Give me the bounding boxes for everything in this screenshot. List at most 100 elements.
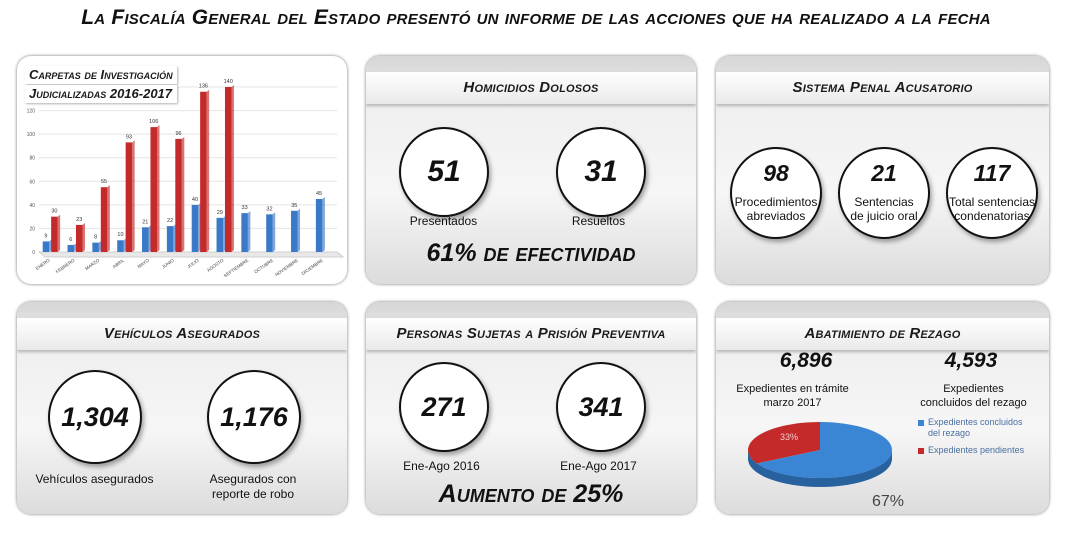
vehiculos-asegurados-label: Vehículos asegurados	[35, 472, 154, 486]
bar-series1-6-side	[198, 202, 201, 252]
bar-series2-7-front	[224, 87, 232, 252]
pie-label-pendientes: 33%	[780, 432, 798, 442]
bar-series1-8-front	[241, 213, 248, 252]
pie-side-concluidos	[748, 450, 892, 487]
bar-series1-10	[291, 208, 301, 252]
y-tick-label: 120	[27, 109, 36, 115]
page-headline: La Fiscalía General del Estado presentó …	[81, 6, 991, 29]
bar-series1-4-side	[148, 225, 152, 252]
bar-series1-4-top	[142, 225, 152, 228]
bar-series1-5-top	[166, 224, 176, 227]
data-label: 9	[44, 233, 47, 239]
legend-concluidos: Expedientes concluidos del rezago	[918, 417, 1033, 439]
bar-series2-4-front	[150, 127, 157, 252]
sistema-title: Sistema Penal Acusatorio	[716, 72, 1049, 104]
vehiculos-robo-value: 1,176	[220, 402, 288, 432]
data-label: 30	[51, 209, 57, 215]
bar-series1-11	[315, 196, 325, 252]
data-label: 35	[291, 203, 297, 209]
bar-series2-5-side	[181, 136, 185, 252]
bar-series2-2-top	[100, 185, 110, 188]
bar-series2-1-front	[75, 224, 83, 252]
total-sentencias-label: Total sentencias condenatorias	[948, 195, 1036, 223]
bar-series1-6-front	[191, 204, 199, 252]
bar-series1-6-top	[191, 202, 201, 205]
bar-series1-8-side	[247, 211, 251, 252]
x-tick-label: OCTUBRE	[253, 258, 274, 275]
data-label: 140	[224, 79, 233, 85]
bar-series1-0-top	[42, 239, 52, 242]
chart-card: 0 20 40 60 80 100 120 140 9 30 ENERO 6 23 FEBRERO 8 55 M…	[17, 56, 347, 284]
bar-series1-3	[117, 238, 127, 252]
bar-series1-9-front	[266, 214, 273, 252]
y-tick-label: 100	[27, 132, 36, 138]
bar-series1-0	[42, 239, 52, 252]
bar-series1-9-side	[272, 212, 276, 252]
pie-slice-pendientes	[748, 422, 820, 464]
data-label: 22	[167, 218, 173, 224]
bar-series2-3-front	[125, 142, 133, 252]
efectividad-text: 61% de efectividad	[426, 239, 636, 267]
x-tick-label: JUNIO	[161, 257, 175, 269]
bar-series2-7-top	[224, 85, 234, 87]
bar-series1-5-front	[166, 226, 174, 252]
vehiculos-card: Vehículos Asegurados 1,304 Vehículos ase…	[17, 302, 347, 514]
bar-series1-7-side	[223, 215, 226, 252]
vehiculos-title: Vehículos Asegurados	[17, 318, 347, 350]
x-tick-label: DICIEMBRE	[301, 258, 324, 276]
data-label: 106	[149, 119, 158, 125]
x-tick-label: MAYO	[137, 257, 151, 269]
pie-legend: Expedientes concluidos del rezago Expedi…	[918, 417, 1033, 462]
bar-series2-3-side	[132, 140, 135, 252]
data-label: 33	[242, 205, 248, 211]
data-label: 8	[94, 235, 97, 241]
chart-title-line1: Carpetas de Investigación	[25, 66, 177, 84]
abreviados-label: Procedimientos abreviados	[734, 195, 818, 223]
y-tick-label: 60	[29, 179, 35, 185]
juicio-oral-value: 21	[871, 160, 897, 186]
x-tick-label: FEBRERO	[55, 257, 76, 274]
bar-series2-2	[100, 185, 110, 252]
rezago-title: Abatimiento de Rezago	[716, 318, 1049, 350]
x-tick-label: AGOSTO	[206, 257, 225, 272]
abreviados-circle: 98 Procedimientos abreviados	[730, 147, 822, 239]
x-tick-label: ENERO	[35, 257, 51, 271]
bar-series1-2-side	[98, 240, 102, 252]
rezago-card: Abatimiento de Rezago 6,896 4,593 Expedi…	[716, 302, 1049, 514]
bar-series2-2-side	[107, 185, 110, 252]
sistema-card: Sistema Penal Acusatorio 98 Procedimient…	[716, 56, 1049, 284]
pie-slice-concluidos	[756, 422, 892, 478]
y-tick-label: 40	[29, 203, 35, 209]
chart-title: Carpetas de Investigación Judicializadas…	[25, 66, 177, 104]
bar-series2-7-side	[231, 85, 234, 252]
bar-series2-1-top	[75, 222, 85, 225]
vehiculos-asegurados-value: 1,304	[61, 402, 129, 432]
bar-series1-8	[241, 211, 251, 252]
pie-label-concluidos: 67%	[872, 493, 904, 510]
resueltos-label: Resueltos	[571, 214, 626, 228]
bar-series2-0-top	[51, 214, 61, 217]
prision-2016-value: 271	[421, 392, 467, 422]
bar-series2-4	[150, 125, 160, 252]
bar-series2-3-top	[125, 140, 135, 143]
data-label: 45	[316, 191, 322, 197]
bar-series1-6	[191, 202, 201, 252]
bar-chart: 0 20 40 60 80 100 120 140 9 30 ENERO 6 23 FEBRERO 8 55 M…	[27, 79, 345, 278]
juicio-oral-label: Sentencias de juicio oral	[850, 195, 918, 223]
bar-series1-11-side	[322, 196, 325, 252]
data-label: 32	[266, 206, 272, 212]
bar-series1-3-front	[117, 240, 124, 252]
data-label: 40	[192, 197, 198, 203]
bar-series2-5-front	[175, 138, 182, 252]
data-label: 23	[76, 217, 82, 223]
bar-series1-5-side	[173, 224, 176, 252]
bar-series1-1	[67, 242, 77, 252]
data-label: 136	[199, 84, 208, 90]
y-tick-label: 80	[29, 156, 35, 162]
prision-2016-circle: 271	[399, 362, 489, 452]
data-label: 29	[217, 210, 223, 216]
data-label: 55	[101, 179, 107, 185]
bar-series1-7-top	[216, 215, 226, 218]
data-label: 93	[126, 134, 132, 140]
bar-series2-0-front	[51, 216, 58, 252]
